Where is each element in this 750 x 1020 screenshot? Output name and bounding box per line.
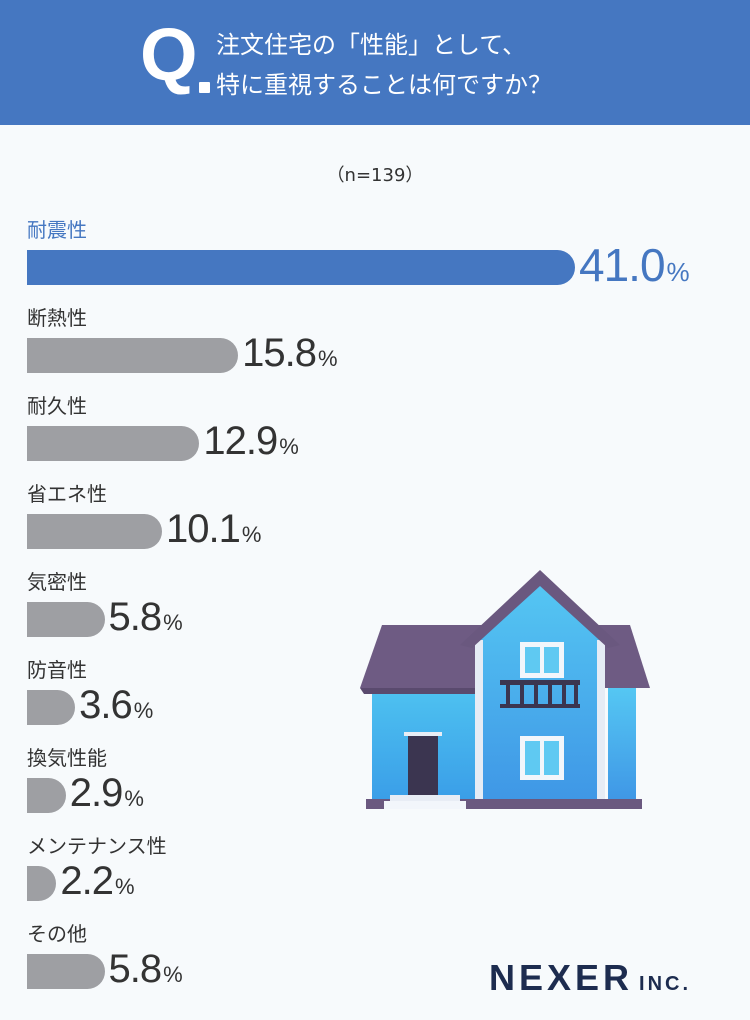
value-unit: % xyxy=(133,698,154,723)
value-label: 12.9% xyxy=(203,421,298,461)
value-unit: % xyxy=(115,874,135,899)
bar xyxy=(27,866,57,901)
logo-main: NEXER xyxy=(489,957,634,998)
value-number: 12.9 xyxy=(203,419,278,463)
value-label: 5.8% xyxy=(109,597,183,637)
category-label: 防音性 xyxy=(27,658,87,682)
question-line-1: 注文住宅の「性能」として、 xyxy=(216,31,527,59)
value-unit: % xyxy=(318,346,338,371)
value-label: 2.9% xyxy=(70,773,144,813)
value-unit: % xyxy=(279,434,299,459)
value-label: 15.8% xyxy=(242,333,337,373)
category-label: 省エネ性 xyxy=(27,482,107,506)
bar xyxy=(27,250,575,285)
value-number: 2.2 xyxy=(60,859,114,903)
value-label: 41.0% xyxy=(579,242,690,288)
nexer-logo: NEXER INC. xyxy=(489,957,691,999)
sample-size: （n=139） xyxy=(326,165,424,186)
category-label: 耐久性 xyxy=(27,394,87,418)
q-dot xyxy=(199,82,210,93)
category-label: 断熱性 xyxy=(27,306,87,330)
value-number: 5.8 xyxy=(108,947,163,991)
value-label: 2.2% xyxy=(60,861,134,901)
bar xyxy=(27,954,105,989)
value-label: 10.1% xyxy=(166,509,261,549)
bar xyxy=(27,514,162,549)
question-header: Q 注文住宅の「性能」として、 特に重視することは何ですか？ xyxy=(0,0,750,125)
bar xyxy=(27,778,66,813)
value-unit: % xyxy=(163,610,183,635)
value-label: 5.8% xyxy=(109,949,183,989)
value-number: 41.0 xyxy=(579,239,666,291)
category-label: 換気性能 xyxy=(27,746,107,770)
category-label: その他 xyxy=(27,922,87,946)
value-number: 3.6 xyxy=(79,683,133,727)
category-label: 気密性 xyxy=(27,570,87,594)
question-line-2: 特に重視することは何ですか？ xyxy=(216,71,552,99)
logo-sub: INC. xyxy=(639,973,692,995)
value-number: 10.1 xyxy=(165,507,241,551)
category-label: 耐震性 xyxy=(27,218,87,242)
value-number: 15.8 xyxy=(242,331,317,375)
bar xyxy=(27,426,200,461)
value-label: 3.6% xyxy=(79,685,153,725)
bar xyxy=(27,338,239,373)
q-mark: Q xyxy=(140,13,198,96)
value-unit: % xyxy=(241,522,262,547)
value-number: 2.9 xyxy=(69,771,124,815)
category-label: メンテナンス性 xyxy=(27,834,167,858)
value-number: 5.8 xyxy=(108,595,163,639)
bar xyxy=(27,690,76,725)
bar xyxy=(27,602,105,637)
value-unit: % xyxy=(163,962,183,987)
value-unit: % xyxy=(124,786,144,811)
house-illustration xyxy=(360,570,650,809)
value-unit: % xyxy=(666,257,690,287)
